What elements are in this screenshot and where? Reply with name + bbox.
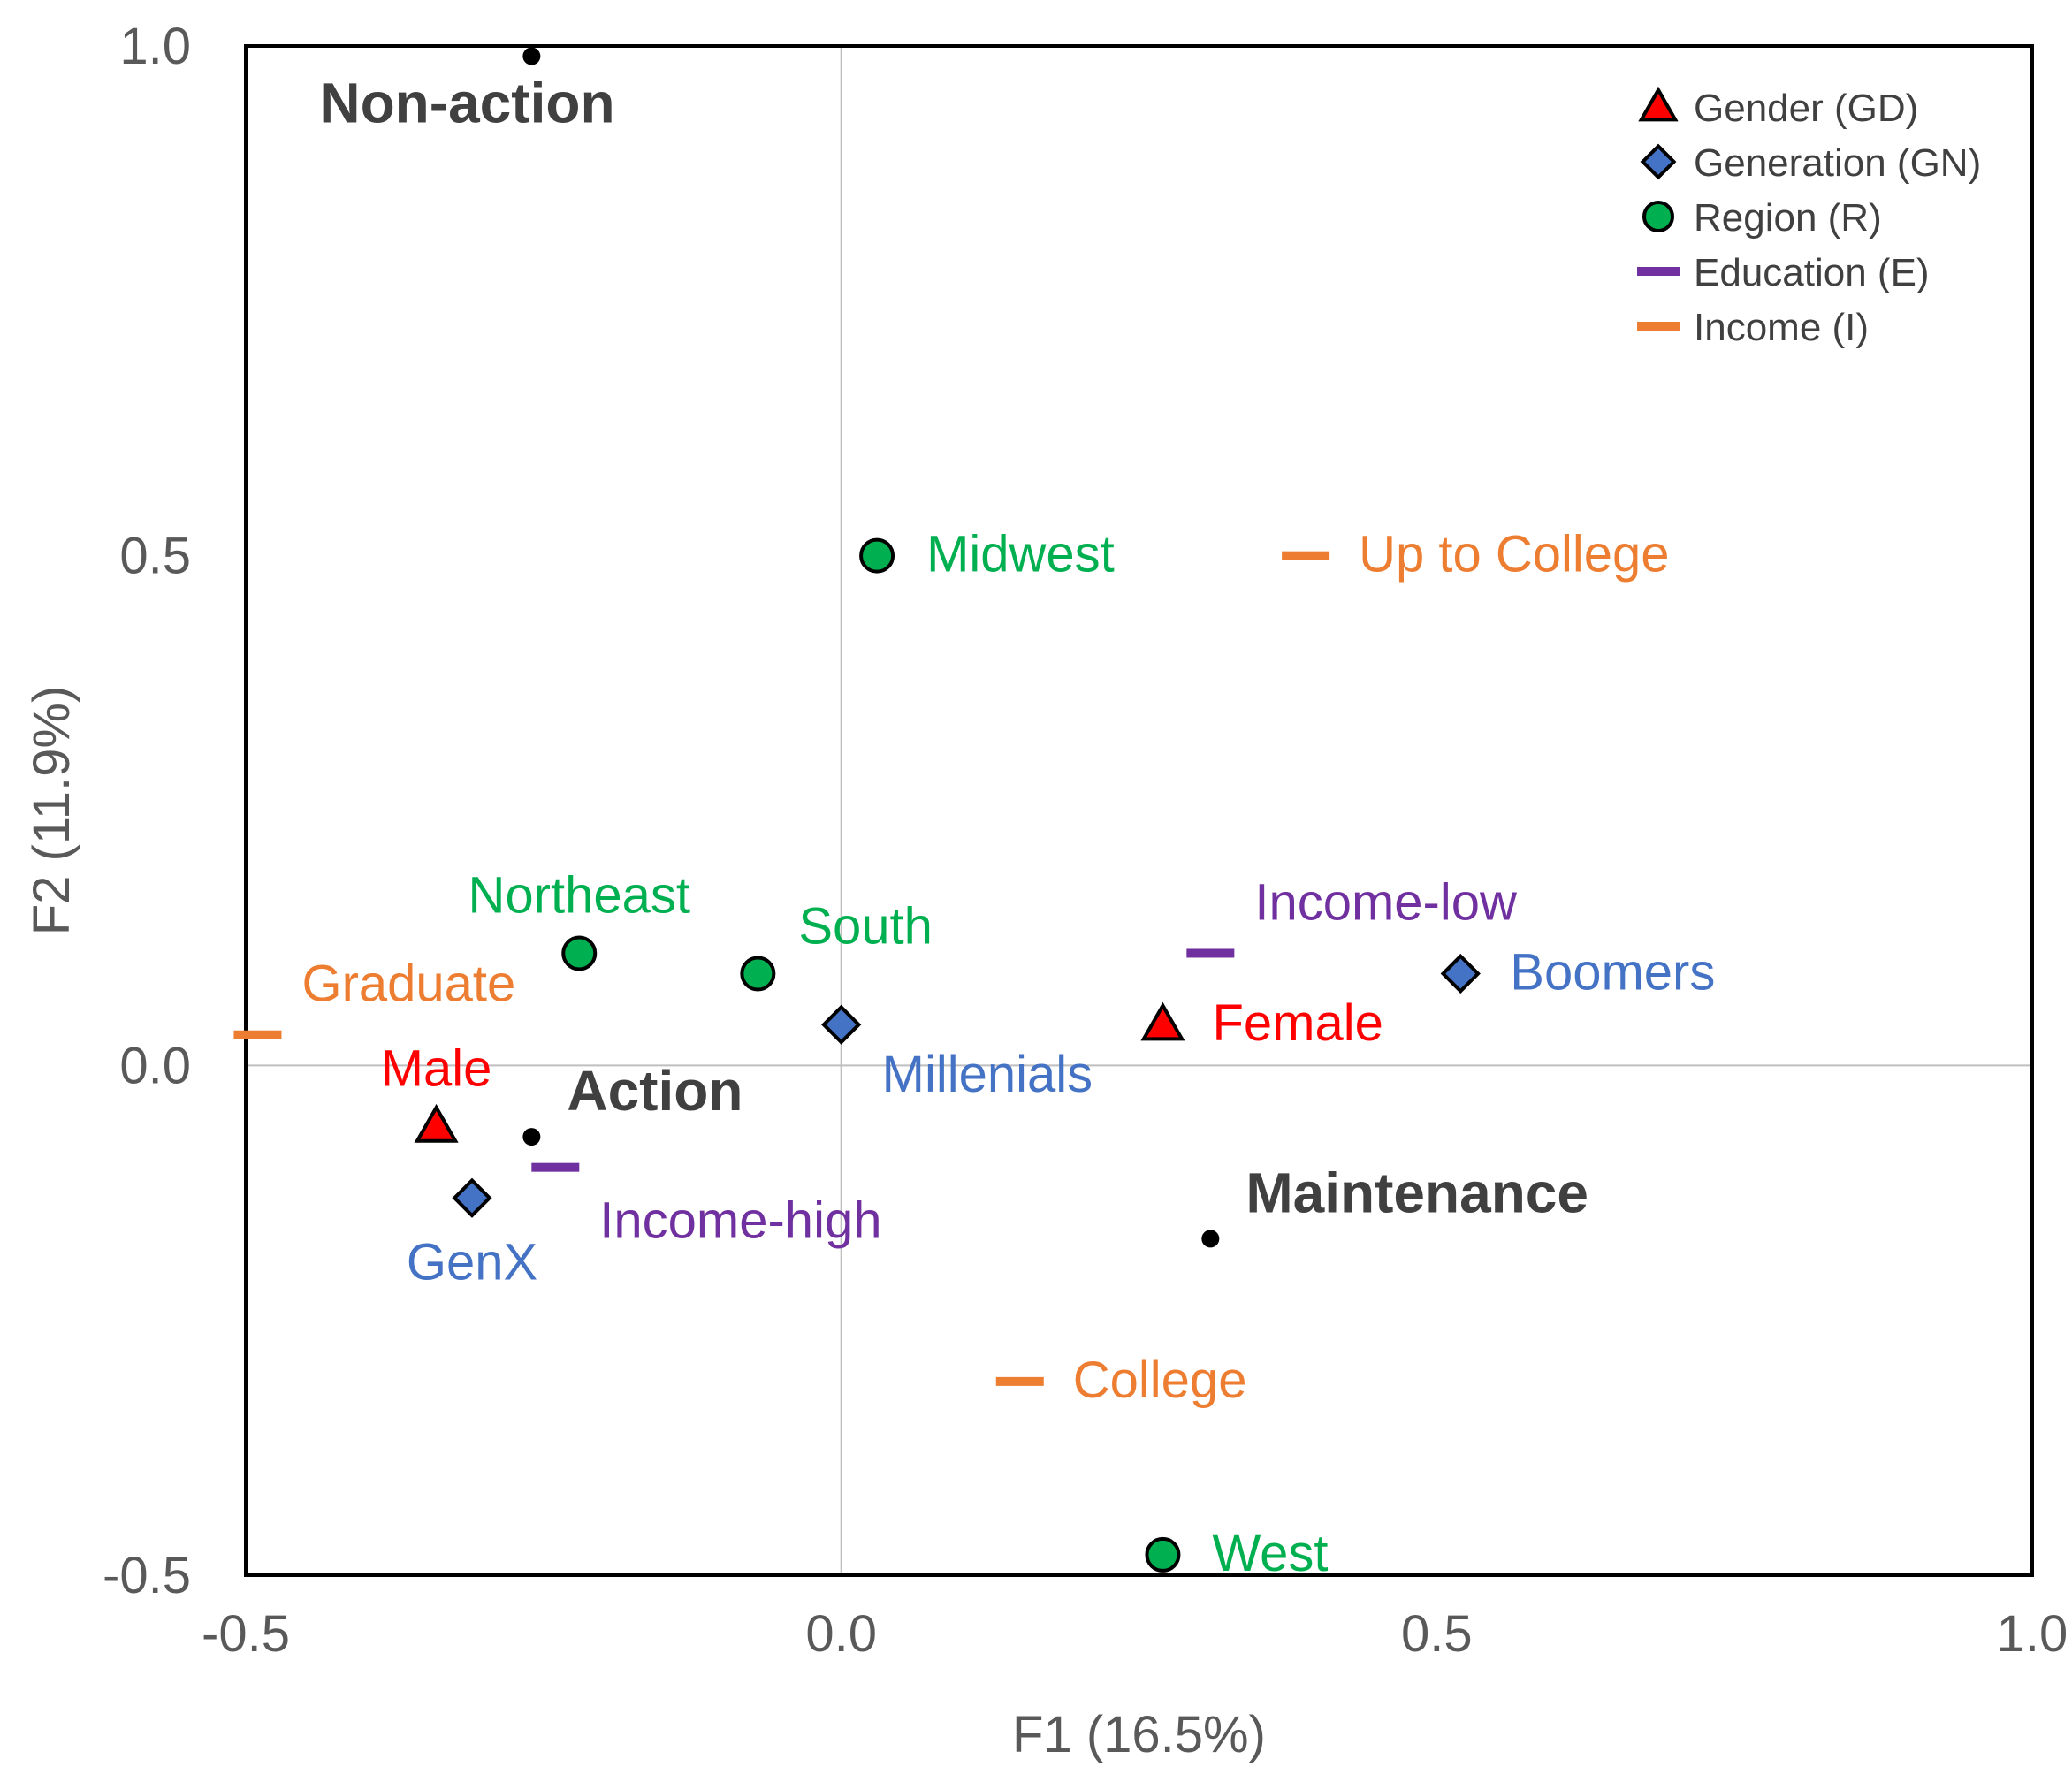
legend-marker-gender-gd: [1638, 86, 1679, 122]
point-northeast: [561, 935, 598, 971]
data-points: [233, 47, 1481, 1573]
point-college: [995, 1376, 1044, 1386]
label-midwest: Midwest: [926, 526, 1115, 583]
label-male: Male: [381, 1040, 492, 1098]
label-income-high: Income-high: [599, 1192, 881, 1250]
label-income-low: Income-low: [1254, 873, 1518, 931]
point-non-action: [522, 47, 541, 65]
label-maintenance: Maintenance: [1245, 1161, 1588, 1224]
point-west: [1145, 1536, 1181, 1573]
point-millenials: [821, 1004, 862, 1045]
label-non-action: Non-action: [319, 72, 614, 135]
y-tick-label: -0.5: [103, 1547, 191, 1604]
label-boomers: Boomers: [1510, 944, 1715, 1001]
legend-label-education-e: Education (E): [1694, 251, 1930, 294]
point-graduate: [233, 1030, 282, 1040]
point-income-low: [1186, 948, 1235, 958]
x-tick-label: 1.0: [1997, 1605, 2068, 1663]
point-up-to-college: [1282, 551, 1330, 560]
x-tick-label: 0.0: [805, 1605, 877, 1663]
y-tick-label: 0.5: [119, 528, 191, 585]
point-maintenance: [1201, 1230, 1220, 1248]
point-boomers: [1440, 953, 1481, 994]
point-labels: Male Female GenX Millenials Boomers Midwest No…: [301, 72, 1715, 1582]
label-up-to-college: Up to College: [1359, 526, 1669, 583]
legend-marker-income-i: [1637, 322, 1680, 331]
label-northeast: Northeast: [468, 866, 690, 924]
point-female: [1140, 1001, 1185, 1041]
legend-label-gender-gd: Gender (GD): [1694, 87, 1918, 130]
label-millenials: Millenials: [882, 1046, 1093, 1103]
grid: [244, 44, 2034, 1577]
label-genx: GenX: [407, 1233, 537, 1291]
label-female: Female: [1212, 994, 1383, 1052]
point-male: [414, 1103, 459, 1143]
x-axis-title: F1 (16.5%): [1012, 1706, 1266, 1763]
legend-marker-generation-gn: [1640, 143, 1677, 180]
point-midwest: [859, 537, 895, 574]
point-income-high: [531, 1162, 580, 1172]
plot-frame: [244, 44, 2034, 1577]
point-south: [740, 956, 776, 992]
legend-marker-education-e: [1637, 267, 1680, 276]
label-college: College: [1073, 1352, 1247, 1409]
label-action: Action: [567, 1059, 743, 1123]
y-axis-title: F2 (11.9%): [23, 686, 80, 936]
legend: Gender (GD) Generation (GN) Region (R) Educ…: [1637, 86, 1981, 349]
label-west: West: [1212, 1525, 1328, 1582]
x-tick-label: -0.5: [202, 1605, 290, 1663]
x-tick-label: 0.5: [1401, 1605, 1473, 1663]
legend-marker-region-r: [1642, 201, 1674, 232]
point-action: [522, 1128, 541, 1146]
tick-labels: -0.5 0.0 0.5 1.0 1.0 0.5 0.0 -0.5: [103, 18, 2068, 1663]
point-genx: [452, 1177, 492, 1218]
legend-label-generation-gn: Generation (GN): [1694, 141, 1981, 185]
legend-label-income-i: Income (I): [1694, 306, 1869, 349]
y-tick-label: 0.0: [119, 1037, 191, 1094]
label-graduate: Graduate: [301, 956, 515, 1013]
legend-label-region-r: Region (R): [1694, 196, 1882, 240]
y-tick-label: 1.0: [119, 18, 191, 75]
label-south: South: [798, 898, 933, 956]
